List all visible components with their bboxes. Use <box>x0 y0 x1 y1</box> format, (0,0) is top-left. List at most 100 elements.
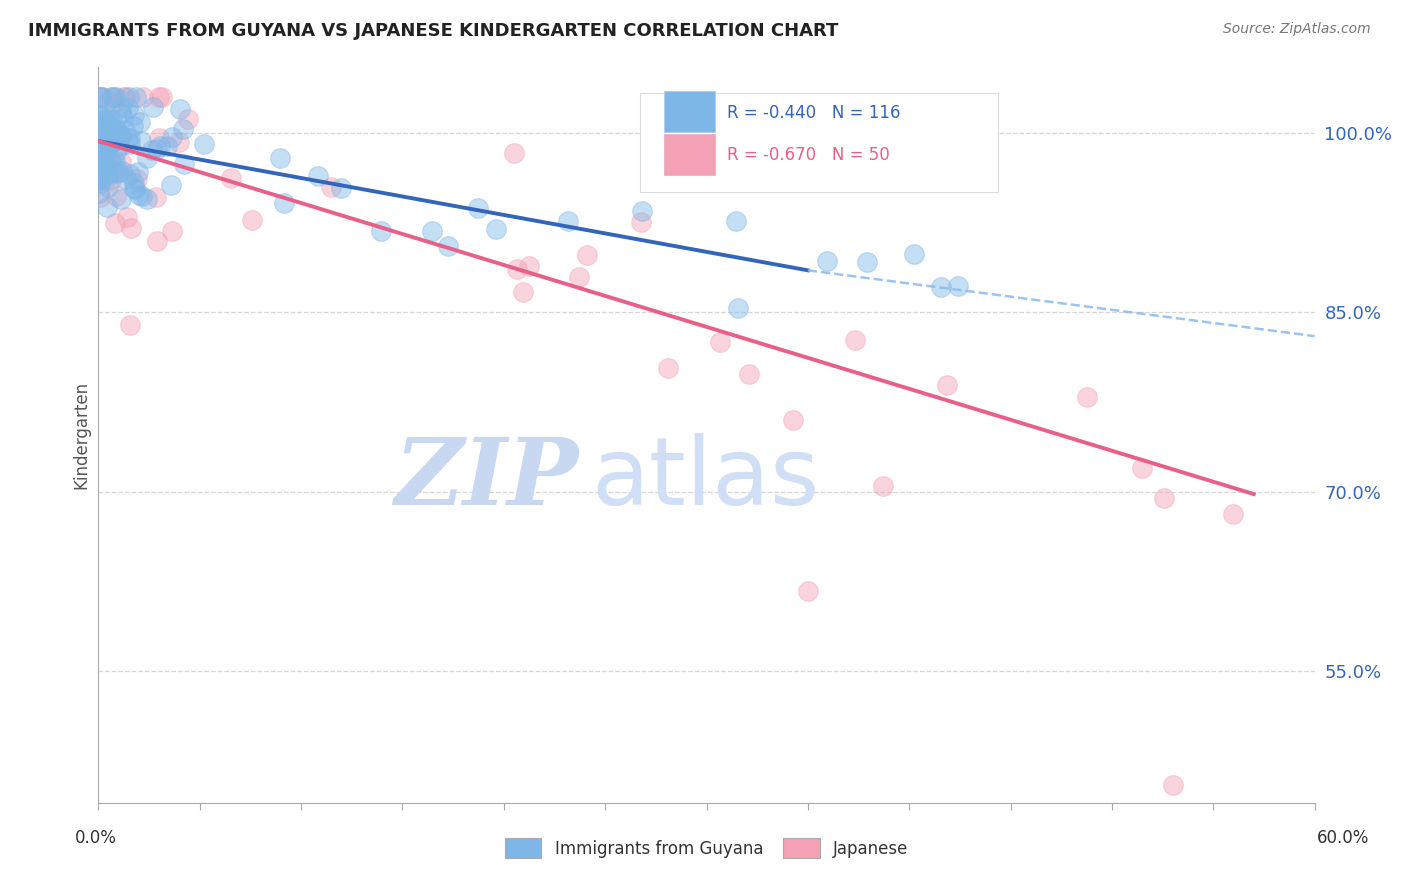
Point <box>150 90 173 104</box>
Point <box>93 113 115 128</box>
Point <box>89 147 111 161</box>
Point <box>160 130 183 145</box>
Point <box>90 131 112 145</box>
Point <box>131 134 153 148</box>
Point <box>128 115 150 129</box>
Point <box>96 158 118 172</box>
Point <box>110 105 132 120</box>
Point <box>136 192 159 206</box>
Point <box>104 164 127 178</box>
Point <box>929 280 952 294</box>
Point <box>167 135 190 149</box>
Point <box>120 167 142 181</box>
Point <box>160 225 183 239</box>
Point <box>815 254 838 268</box>
Point <box>118 90 141 104</box>
Point <box>506 261 529 276</box>
Point <box>91 158 114 172</box>
Point <box>100 119 122 133</box>
FancyBboxPatch shape <box>664 91 716 132</box>
Point <box>125 90 148 104</box>
Point <box>105 90 128 104</box>
Point <box>436 239 458 253</box>
Point <box>557 214 579 228</box>
Point <box>93 161 115 176</box>
Point <box>114 123 136 137</box>
FancyBboxPatch shape <box>664 134 716 175</box>
Point <box>103 97 125 112</box>
Point <box>567 270 589 285</box>
Point <box>709 335 731 350</box>
Point <box>120 130 142 145</box>
Point <box>91 138 114 153</box>
Point <box>117 101 139 115</box>
Point <box>420 225 443 239</box>
Point <box>103 135 125 149</box>
Point <box>148 130 170 145</box>
Point <box>91 125 114 139</box>
Point <box>96 141 118 155</box>
Point <box>112 111 135 125</box>
Point <box>219 170 242 185</box>
Point <box>89 158 111 172</box>
Point <box>96 138 118 153</box>
Point <box>96 167 118 181</box>
Point <box>110 154 132 169</box>
Point <box>91 137 114 152</box>
Point <box>122 120 145 134</box>
Point <box>89 161 111 176</box>
Point <box>104 189 127 203</box>
Text: atlas: atlas <box>591 433 820 525</box>
Point <box>145 190 167 204</box>
Point <box>96 129 118 144</box>
Point <box>148 90 170 104</box>
Point <box>117 130 139 145</box>
Legend: Immigrants from Guyana, Japanese: Immigrants from Guyana, Japanese <box>498 832 915 864</box>
Point <box>96 116 118 130</box>
Point <box>115 210 138 224</box>
Point <box>935 378 957 392</box>
Point <box>485 221 508 235</box>
Point <box>89 128 111 142</box>
Point <box>146 234 169 248</box>
Point <box>93 90 115 104</box>
Point <box>330 181 353 195</box>
Text: ZIP: ZIP <box>395 434 579 524</box>
Point <box>319 180 342 194</box>
Point <box>104 127 127 141</box>
Point <box>111 163 134 178</box>
Point <box>176 112 198 126</box>
Point <box>110 128 132 143</box>
Point <box>127 165 149 179</box>
Point <box>120 221 142 235</box>
Point <box>114 90 136 104</box>
Point <box>104 120 127 135</box>
Point <box>100 173 122 187</box>
Point <box>93 109 115 123</box>
Point <box>844 334 866 348</box>
Point <box>146 143 169 157</box>
Point <box>90 144 112 158</box>
Point <box>90 90 112 104</box>
Point <box>1076 391 1098 405</box>
Point <box>576 248 599 262</box>
Point <box>90 90 112 104</box>
Point <box>93 142 115 156</box>
Point <box>135 151 157 165</box>
Y-axis label: Kindergarten: Kindergarten <box>72 381 90 489</box>
Point <box>89 90 111 104</box>
Point <box>107 166 129 180</box>
Point <box>131 90 153 104</box>
Text: 60.0%: 60.0% <box>1316 829 1369 847</box>
Point <box>1222 508 1244 522</box>
Point <box>94 171 117 186</box>
Point <box>370 224 392 238</box>
Point <box>1153 491 1175 506</box>
Point <box>872 479 894 493</box>
Point <box>90 126 112 140</box>
Point <box>855 255 877 269</box>
Point <box>87 134 110 148</box>
Point <box>89 173 111 187</box>
Point <box>467 201 489 215</box>
Point <box>104 153 127 168</box>
